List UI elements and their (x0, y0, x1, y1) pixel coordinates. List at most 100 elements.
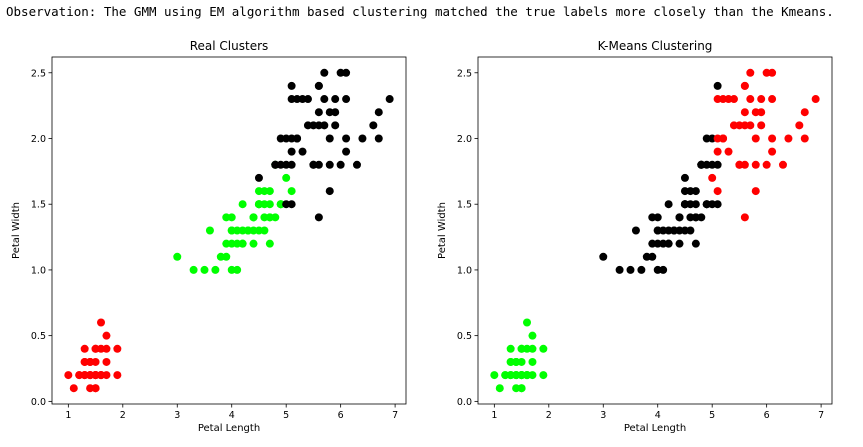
data-point (800, 108, 809, 117)
data-point (282, 160, 291, 169)
chart-2: K-Means Clustering 1 2 3 4 5 6 7 0.0 0.5 1.0 1.5 2.0… (437, 39, 833, 434)
data-point (506, 344, 515, 353)
y-tick-label: 2.0 (457, 134, 472, 145)
data-point (314, 108, 323, 117)
x-tick-label: 1 (491, 410, 497, 421)
data-point (751, 134, 760, 143)
x-tick-label: 7 (818, 410, 824, 421)
y-tick-label: 0.5 (457, 331, 472, 342)
data-point (528, 357, 537, 366)
data-point (211, 265, 220, 274)
data-point (713, 200, 722, 209)
data-point (517, 384, 526, 393)
y-tick-label: 1.0 (457, 265, 472, 276)
data-point (331, 95, 340, 104)
data-point (670, 226, 679, 235)
data-point (729, 121, 738, 130)
data-point (664, 239, 673, 248)
data-point (374, 134, 383, 143)
data-point (97, 318, 106, 327)
data-point (113, 344, 122, 353)
y-axis-label: Petal Width (11, 202, 22, 259)
data-point (276, 134, 285, 143)
x-tick-label: 1 (65, 410, 71, 421)
data-point (298, 147, 307, 156)
data-point (342, 134, 351, 143)
data-point (523, 318, 532, 327)
data-point (320, 68, 329, 77)
data-point (664, 200, 673, 209)
y-tick-label: 1.5 (31, 200, 46, 211)
data-point (200, 265, 209, 274)
plot-frame (477, 56, 833, 405)
data-point (293, 134, 302, 143)
chart-title: K-Means Clustering (598, 39, 713, 53)
data-point (325, 134, 334, 143)
data-point (811, 95, 820, 104)
data-point (342, 147, 351, 156)
data-point (102, 357, 111, 366)
data-point (265, 200, 274, 209)
y-tick-label: 2.0 (31, 134, 46, 145)
data-point (222, 239, 231, 248)
data-point (97, 371, 106, 380)
data-point (528, 331, 537, 340)
x-axis-label: Petal Length (624, 423, 686, 434)
y-tick-label: 0.0 (457, 397, 472, 408)
data-point (691, 200, 700, 209)
data-point (523, 371, 532, 380)
x-tick-label: 4 (655, 410, 661, 421)
x-tick-label: 2 (120, 410, 126, 421)
data-point (523, 344, 532, 353)
x-tick-label: 7 (392, 410, 398, 421)
data-point (80, 344, 89, 353)
data-point (331, 121, 340, 130)
data-point (642, 252, 651, 261)
x-tick-label: 3 (174, 410, 180, 421)
data-point (686, 226, 695, 235)
data-point (697, 160, 706, 169)
scatter-points (64, 68, 394, 393)
data-point (740, 81, 749, 90)
data-point (342, 95, 351, 104)
y-axis-label: Petal Width (437, 202, 448, 259)
data-point (173, 252, 182, 261)
data-point (795, 121, 804, 130)
data-point (97, 344, 106, 353)
data-point (314, 81, 323, 90)
data-point (233, 265, 242, 274)
data-point (271, 213, 280, 222)
scatter-points (490, 68, 820, 393)
data-point (800, 134, 809, 143)
plot-frame (51, 56, 407, 405)
data-point (91, 384, 100, 393)
data-point (653, 213, 662, 222)
data-point (342, 68, 351, 77)
data-point (729, 95, 738, 104)
data-point (746, 95, 755, 104)
data-point (675, 213, 684, 222)
y-tick-label: 2.5 (31, 68, 46, 79)
data-point (254, 173, 263, 182)
data-point (244, 226, 253, 235)
data-point (336, 160, 345, 169)
data-point (490, 371, 499, 380)
data-point (331, 108, 340, 117)
chart-title: Real Clusters (190, 39, 269, 53)
data-point (205, 226, 214, 235)
data-point (64, 371, 73, 380)
data-point (287, 187, 296, 196)
data-point (495, 384, 504, 393)
data-point (768, 147, 777, 156)
y-tick-label: 0.0 (31, 397, 46, 408)
data-point (719, 134, 728, 143)
data-point (358, 134, 367, 143)
data-point (271, 160, 280, 169)
data-point (659, 265, 668, 274)
data-point (768, 134, 777, 143)
y-tick-label: 2.5 (457, 68, 472, 79)
data-point (539, 344, 548, 353)
data-point (648, 239, 657, 248)
data-point (260, 213, 269, 222)
data-point (254, 200, 263, 209)
